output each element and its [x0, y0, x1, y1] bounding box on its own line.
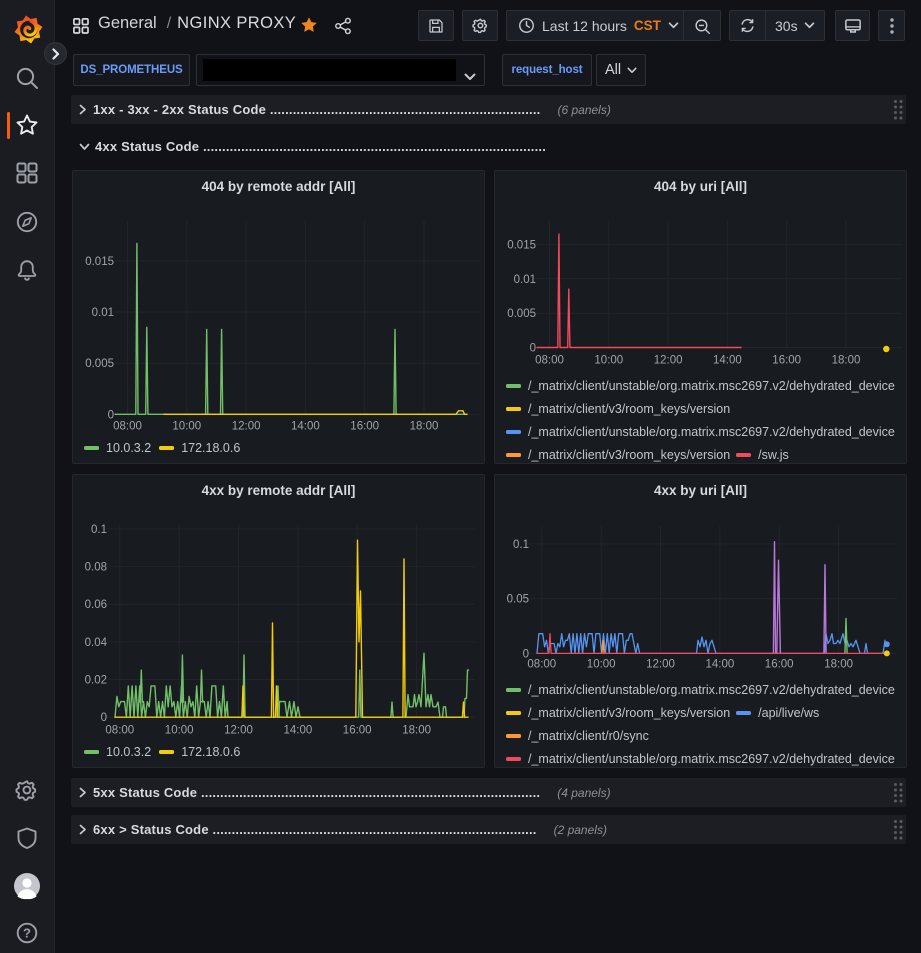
svg-text:0.02: 0.02: [85, 675, 107, 687]
svg-text:0.015: 0.015: [507, 239, 536, 251]
svg-text:12:00: 12:00: [232, 421, 261, 433]
svg-text:0: 0: [523, 648, 529, 660]
svg-text:0.015: 0.015: [85, 256, 114, 268]
svg-text:14:00: 14:00: [284, 725, 313, 737]
svg-text:0.005: 0.005: [85, 358, 114, 370]
svg-text:0.1: 0.1: [513, 539, 529, 551]
svg-text:16:00: 16:00: [765, 658, 794, 670]
svg-text:0.005: 0.005: [507, 308, 536, 320]
svg-text:0.04: 0.04: [85, 637, 108, 649]
svg-text:08:00: 08:00: [105, 725, 134, 737]
svg-text:08:00: 08:00: [527, 658, 556, 670]
svg-text:?: ?: [23, 926, 31, 941]
svg-text:0: 0: [530, 343, 536, 355]
svg-text:0.1: 0.1: [91, 524, 107, 536]
svg-text:0.08: 0.08: [85, 562, 107, 574]
svg-text:12:00: 12:00: [646, 658, 675, 670]
svg-text:18:00: 18:00: [410, 421, 439, 433]
svg-text:12:00: 12:00: [224, 725, 253, 737]
svg-text:14:00: 14:00: [291, 421, 320, 433]
svg-text:0.05: 0.05: [507, 594, 529, 606]
svg-text:14:00: 14:00: [706, 658, 735, 670]
svg-text:16:00: 16:00: [350, 421, 379, 433]
svg-text:0: 0: [108, 409, 114, 421]
svg-text:12:00: 12:00: [654, 354, 683, 366]
svg-text:0.01: 0.01: [92, 307, 114, 319]
svg-text:08:00: 08:00: [535, 354, 564, 366]
svg-text:10:00: 10:00: [172, 421, 201, 433]
svg-text:0.01: 0.01: [514, 274, 536, 286]
svg-text:0.06: 0.06: [85, 599, 107, 611]
svg-text:18:00: 18:00: [824, 658, 853, 670]
svg-text:16:00: 16:00: [343, 725, 372, 737]
svg-text:16:00: 16:00: [772, 354, 801, 366]
svg-text:10:00: 10:00: [594, 354, 623, 366]
svg-text:0: 0: [101, 712, 107, 724]
svg-text:14:00: 14:00: [713, 354, 742, 366]
svg-text:10:00: 10:00: [165, 725, 194, 737]
svg-text:08:00: 08:00: [113, 421, 142, 433]
svg-text:10:00: 10:00: [587, 658, 616, 670]
svg-text:18:00: 18:00: [832, 354, 861, 366]
svg-text:18:00: 18:00: [402, 725, 431, 737]
